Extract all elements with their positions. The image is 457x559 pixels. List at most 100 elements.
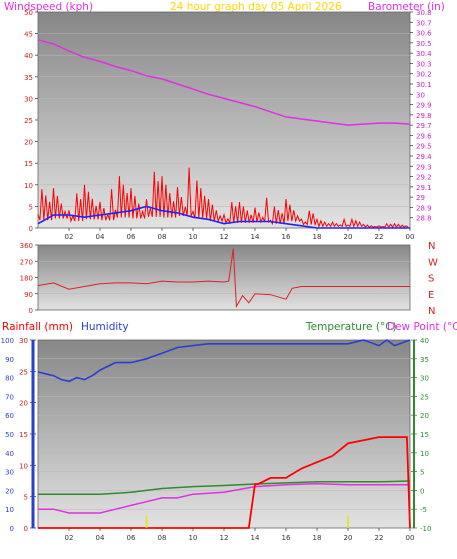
barometer-line <box>37 39 411 126</box>
humidity-tick-label: 80 <box>5 375 14 383</box>
rainfall-tick-label: 30 <box>19 337 28 345</box>
humidity-tick-label: 60 <box>5 412 14 420</box>
barometer-tick-label: 29 <box>416 194 425 202</box>
compass-label: N <box>428 306 435 317</box>
time-tick-label: 02 <box>65 534 74 542</box>
barometer-tick-label: 30 <box>416 91 425 99</box>
rainfall-axis-label: Rainfall (mm) <box>2 321 73 333</box>
humidity-tick-label: 20 <box>5 487 14 495</box>
compass-label: W <box>428 257 438 268</box>
barometer-tick-label: 29.3 <box>416 163 432 171</box>
humidity-tick-label: 90 <box>5 356 14 364</box>
wind-direction-line <box>37 248 410 309</box>
barometer-tick-label: 30.6 <box>416 30 432 38</box>
temperature-line <box>38 480 411 495</box>
humidity-tick-label: 30 <box>5 469 14 477</box>
time-tick-label: 14 <box>251 233 260 241</box>
time-tick-label: 18 <box>313 233 322 241</box>
temperature-axis-label: Temperature (°C) <box>305 321 397 333</box>
temperature-tick-label: 30 <box>420 375 429 383</box>
rain-temp-axis-ticks: 0102030405060708090100051015202530-10-50… <box>1 337 432 542</box>
rainfall-tick-label: 0 <box>24 525 28 533</box>
time-tick-label: 22 <box>375 233 384 241</box>
direction-tick-label: 180 <box>20 275 33 283</box>
windspeed-tick-label: 0 <box>29 225 33 233</box>
direction-grid <box>38 261 410 294</box>
barometer-tick-label: 29.6 <box>416 132 432 140</box>
compass-label: S <box>428 274 434 285</box>
barometer-tick-label: 29.1 <box>416 184 432 192</box>
direction-tick-label: 360 <box>20 242 33 250</box>
barometer-tick-label: 29.2 <box>416 174 432 182</box>
humidity-axis-label: Humidity <box>81 321 129 333</box>
time-tick-label: 10 <box>189 534 198 542</box>
temperature-tick-label: 25 <box>420 393 429 401</box>
rainfall-tick-label: 5 <box>24 494 28 502</box>
barometer-tick-label: 29.9 <box>416 102 432 110</box>
rainfall-tick-label: 15 <box>19 431 28 439</box>
time-tick-label: 12 <box>220 534 229 542</box>
direction-tick-label: 0 <box>29 307 33 315</box>
time-tick-label: 06 <box>127 233 136 241</box>
compass-label: N <box>428 241 435 252</box>
temperature-tick-label: 15 <box>420 431 429 439</box>
direction-series <box>37 248 410 309</box>
rain-temp-series <box>37 339 411 529</box>
dewpoint-axis-label: Dew Point (°C) <box>387 321 457 333</box>
time-tick-label: 04 <box>96 233 105 241</box>
barometer-tick-label: 30.5 <box>416 40 432 48</box>
temperature-tick-label: 35 <box>420 356 429 364</box>
time-tick-label: 00 <box>406 534 415 542</box>
dewpoint-line <box>38 482 410 514</box>
barometer-tick-label: 29.8 <box>416 112 432 120</box>
barometer-tick-label: 30.8 <box>416 9 432 17</box>
rainfall-line <box>38 436 411 529</box>
humidity-line <box>37 339 411 383</box>
barometer-tick-label: 29.4 <box>416 153 432 161</box>
windspeed-tick-label: 25 <box>24 117 33 125</box>
temperature-tick-label: 0 <box>420 487 424 495</box>
time-tick-label: 16 <box>282 233 291 241</box>
windspeed-tick-label: 20 <box>24 139 33 147</box>
barometer-tick-label: 30.1 <box>416 81 432 89</box>
time-tick-label: 08 <box>158 233 167 241</box>
direction-tick-label: 90 <box>24 291 33 299</box>
compass-label: E <box>428 290 434 301</box>
temperature-tick-label: 40 <box>420 337 429 345</box>
humidity-tick-label: 50 <box>5 431 14 439</box>
temperature-tick-label: 20 <box>420 412 429 420</box>
direction-tick-label: 270 <box>20 258 33 266</box>
barometer-tick-label: 28.8 <box>416 215 432 223</box>
windspeed-gust-line <box>37 167 409 229</box>
time-tick-label: 08 <box>158 534 167 542</box>
rainfall-tick-label: 20 <box>19 400 28 408</box>
time-tick-label: 16 <box>282 534 291 542</box>
time-tick-label: 22 <box>375 534 384 542</box>
barometer-tick-label: 28.9 <box>416 204 432 212</box>
time-tick-label: 00 <box>406 233 415 241</box>
rainfall-tick-label: 10 <box>19 462 28 470</box>
humidity-tick-label: 100 <box>1 337 14 345</box>
time-tick-label: 20 <box>344 534 353 542</box>
humidity-tick-label: 70 <box>5 393 14 401</box>
rain-temp-grid <box>38 358 410 510</box>
windspeed-tick-label: 35 <box>24 74 33 82</box>
rainfall-tick-label: 25 <box>19 368 28 376</box>
windspeed-tick-label: 5 <box>29 203 33 211</box>
barometer-tick-label: 30.3 <box>416 60 432 68</box>
barometer-tick-label: 30.2 <box>416 71 432 79</box>
time-tick-label: 18 <box>313 534 322 542</box>
direction-axis-ticks: 0 90 180 270 360 <box>20 242 38 315</box>
barometer-tick-label: 29.5 <box>416 143 432 151</box>
time-tick-label: 06 <box>127 534 136 542</box>
windspeed-tick-label: 10 <box>24 182 33 190</box>
time-tick-label: 10 <box>189 233 198 241</box>
time-tick-label: 04 <box>96 534 105 542</box>
temperature-tick-label: -5 <box>420 506 427 514</box>
barometer-axis-label: Barometer (in) <box>368 1 445 13</box>
humidity-tick-label: 40 <box>5 450 14 458</box>
barometer-tick-label: 29.7 <box>416 122 432 130</box>
